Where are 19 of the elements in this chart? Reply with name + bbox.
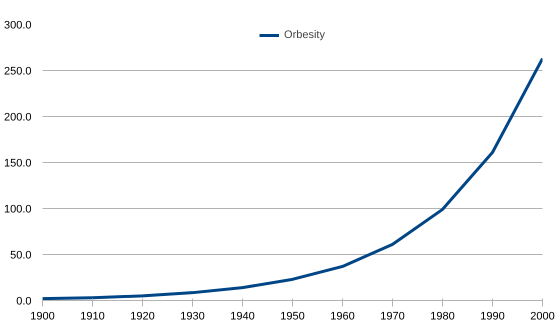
legend-label: Orbesity xyxy=(284,28,325,42)
y-tick-label: 150.0 xyxy=(4,158,32,170)
y-tick-label: 300.0 xyxy=(4,20,32,32)
x-tick-label: 2000 xyxy=(530,310,555,322)
y-tick-label: 200.0 xyxy=(4,112,32,124)
x-tick-label: 1950 xyxy=(280,310,305,322)
x-tick-label: 1930 xyxy=(180,310,205,322)
x-tick-label: 1900 xyxy=(30,310,55,322)
x-tick-label: 1940 xyxy=(230,310,255,322)
x-tick-label: 1960 xyxy=(330,310,355,322)
y-tick-label: 100.0 xyxy=(4,204,32,216)
x-tick-label: 1980 xyxy=(430,310,455,322)
y-tick-label: 0.0 xyxy=(16,296,32,308)
y-tick-label: 50.0 xyxy=(10,250,32,262)
x-tick-label: 1970 xyxy=(380,310,405,322)
x-tick-label: 1910 xyxy=(80,310,105,322)
y-tick-label: 250.0 xyxy=(4,66,32,78)
x-tick-label: 1990 xyxy=(480,310,505,322)
x-tick-label: 1920 xyxy=(130,310,155,322)
